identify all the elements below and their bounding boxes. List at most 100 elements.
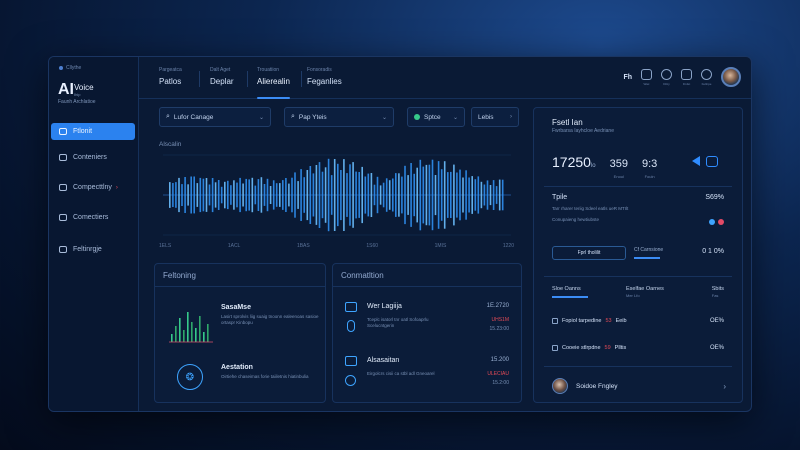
- search-select[interactable]: ⌕ Lufor Canage ⌄: [159, 107, 271, 127]
- connections-icon: [59, 214, 67, 221]
- waveform-bar: [367, 173, 370, 217]
- user-avatar[interactable]: [721, 67, 741, 87]
- fh-icon: Fh: [623, 73, 632, 81]
- waveform-bar: [184, 177, 186, 213]
- waveform-bar: [352, 162, 354, 228]
- option-value: OE%: [709, 345, 724, 351]
- recording-item-0[interactable]: SasaMse Lasirt sprolvis liig suaig tnoon…: [221, 304, 321, 326]
- sidebar-item-label: Ftlonit: [73, 128, 93, 135]
- waveform-bar: [407, 175, 409, 215]
- settings-button[interactable]: Feliirpe: [701, 68, 712, 86]
- icon-label: Fivfet: [682, 81, 691, 86]
- level-meter-icon: [169, 312, 213, 343]
- waveform-bar: [233, 180, 235, 210]
- waveform-bar: [303, 177, 305, 213]
- rewind-icon[interactable]: [692, 156, 700, 166]
- option-flag: 59: [604, 345, 611, 351]
- contacts-icon: [59, 154, 67, 161]
- tab-1[interactable]: Dalt Aget Deplar: [210, 67, 234, 86]
- sidebar-item-4[interactable]: Feltinrgje: [51, 241, 135, 258]
- recording-item-1[interactable]: Aestation Oirtiehe chaseimas forie taiil…: [221, 364, 321, 380]
- waveform-bar: [410, 163, 412, 227]
- recording-title: Feltoning: [163, 271, 196, 280]
- subtab-label: Sloe Oanns: [552, 286, 581, 292]
- conversation-item-1[interactable]: Alsasaitan Eirgolcrs cisii ca stbl adl G…: [341, 354, 513, 390]
- underline: [634, 257, 660, 259]
- waveform-bar: [297, 181, 299, 209]
- waveform-bar: [422, 166, 425, 224]
- panel-button[interactable]: Wac: [641, 68, 652, 86]
- tab-divider: [199, 71, 200, 87]
- waveform-bar: [300, 169, 302, 221]
- x-label: 1ACL: [227, 243, 241, 249]
- icon-label: Dilcy: [663, 81, 670, 86]
- waveform-bar: [275, 183, 278, 207]
- search-icon: [345, 375, 356, 386]
- red-dot-icon: [718, 219, 724, 225]
- waveform-bar: [254, 185, 257, 205]
- tab-3[interactable]: Fonsoradis Feganlies: [307, 67, 342, 86]
- subtab-2[interactable]: Sbits Fas: [712, 286, 724, 298]
- fh-button[interactable]: Fh: [623, 74, 632, 81]
- chevron-down-icon: ⌄: [452, 114, 458, 121]
- waveform-bar: [453, 164, 455, 226]
- conversation-title: Conmatltion: [341, 271, 384, 280]
- brand-sub: Ihip: [74, 92, 81, 97]
- divider: [155, 286, 325, 287]
- primary-action-button[interactable]: Fprl tholilit: [552, 246, 626, 260]
- waveform-bar: [495, 186, 498, 204]
- secondary-label[interactable]: Cf Carnsione: [634, 247, 664, 253]
- profile-row[interactable]: Soidoe Fngley ›: [544, 374, 732, 398]
- sidebar-item-0[interactable]: Ftlonit: [51, 123, 135, 140]
- waveform-bar: [456, 172, 458, 218]
- waveform-bar: [211, 178, 214, 213]
- status-select-value: Sptce: [424, 113, 441, 121]
- waveform-title: Alscalin: [159, 141, 182, 148]
- waveform-bar: [459, 169, 461, 221]
- stat-main: 17250lo: [552, 154, 596, 172]
- level-bar: [207, 324, 209, 342]
- waveform-bar: [395, 173, 397, 217]
- waveform-bar: [404, 165, 406, 225]
- share-button[interactable]: Fivfet: [681, 68, 692, 86]
- waveform-bar: [462, 177, 464, 213]
- sidebar-item-2[interactable]: Compecttlny ›: [51, 179, 135, 196]
- waveform-bar: [428, 164, 431, 226]
- waveform-panel: Alscalin 1ELS 1ACL 1BAS 1S60 1MIS 1220: [149, 133, 524, 259]
- conversation-item-0[interactable]: Wer Lagiija Tceplc isatorl tnr oatl Sofo…: [341, 300, 513, 336]
- level-bar: [179, 318, 181, 342]
- search-select-value: Lufor Canage: [173, 113, 214, 121]
- status-select[interactable]: Sptce ⌄: [407, 107, 465, 127]
- gear-icon: [701, 68, 712, 80]
- waveform-chart[interactable]: [149, 133, 524, 259]
- tab-2[interactable]: Trouatiion Alierealin: [257, 67, 290, 99]
- language-select[interactable]: Lebis ›: [471, 107, 519, 127]
- subtab-1[interactable]: Eselfae Oarnes Mer Lfo: [626, 286, 664, 298]
- tab-0[interactable]: Pargeatca Patlos: [159, 67, 182, 86]
- waveform-bar: [385, 178, 388, 212]
- subtab-0[interactable]: Sloe Oanns: [552, 286, 588, 298]
- option-flag: 53: [605, 318, 612, 324]
- waveform-bar: [413, 173, 415, 217]
- forward-icon[interactable]: [706, 156, 718, 167]
- waveform-bar: [199, 177, 202, 213]
- waveform-bar: [236, 182, 238, 208]
- waveform-bar: [349, 164, 351, 226]
- waveform-bar: [239, 177, 241, 213]
- subtab-caption: Mer Lfo: [626, 293, 640, 298]
- checkbox[interactable]: [552, 345, 558, 351]
- waveform-bar: [312, 173, 315, 217]
- clock-button[interactable]: Dilcy: [661, 68, 672, 86]
- waveform-bar: [392, 178, 394, 212]
- stat-value: 9:3: [641, 158, 658, 170]
- playback-controls: [692, 156, 718, 167]
- arrow-icon: ›: [115, 184, 118, 191]
- divider: [333, 286, 521, 287]
- sidebar-item-3[interactable]: Comectiers: [51, 209, 135, 226]
- checkbox[interactable]: [552, 318, 558, 324]
- brand-ai: AI: [58, 81, 74, 98]
- model-select[interactable]: ⌕ Pap Yteis ⌄: [284, 107, 394, 127]
- sidebar-item-1[interactable]: Conteniers: [51, 149, 135, 166]
- waveform-bar: [178, 177, 180, 213]
- waveform-bar: [327, 158, 330, 232]
